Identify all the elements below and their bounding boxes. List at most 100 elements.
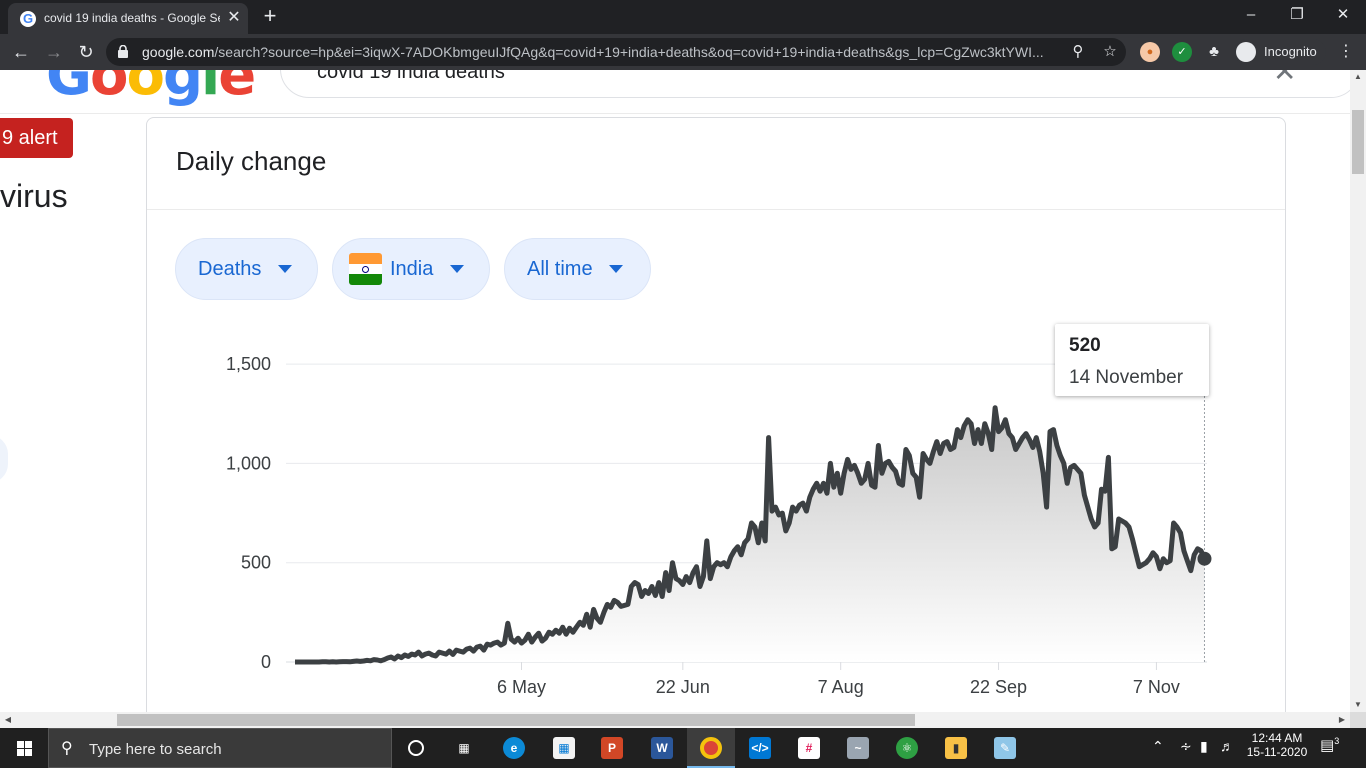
tooltip-date: 14 November [1069, 367, 1184, 388]
word-app[interactable]: W [638, 728, 686, 768]
vscode-icon: </> [749, 737, 771, 759]
word-icon: W [651, 737, 673, 759]
powerpoint-app[interactable]: P [588, 728, 636, 768]
taskbar-search-placeholder: Type here to search [89, 741, 222, 758]
folder-icon: ▮ [945, 737, 967, 759]
scroll-up-icon[interactable]: ▲ [1354, 72, 1362, 81]
monitor-icon: ~ [847, 737, 869, 759]
tooltip-value: 520 [1069, 335, 1101, 356]
browser-toolbar: ← → ↻ google.com/search?source=hp&ei=3iq… [0, 34, 1366, 70]
chrome-icon [700, 737, 722, 759]
file-explorer-app[interactable]: ▮ [932, 728, 980, 768]
windows-taskbar: ⚲ Type here to search ▦ e ▦ P W </> # ~ … [0, 728, 1366, 768]
deaths-series-line [295, 405, 1207, 665]
chevron-down-icon [450, 265, 464, 273]
shield-extension-icon[interactable]: ✓ [1172, 42, 1192, 62]
google-logo[interactable]: Google [46, 70, 256, 108]
horizontal-scrollbar[interactable]: ◀ ▶ [0, 712, 1350, 728]
hover-point-marker [1197, 551, 1212, 566]
close-window-icon[interactable]: ✕ [1336, 6, 1350, 23]
bookmark-star-icon[interactable]: ☆ [1103, 43, 1117, 60]
incognito-profile-button[interactable]: Incognito [1234, 39, 1326, 65]
chevron-down-icon [278, 265, 292, 273]
wifi-icon[interactable]: ∻ [1180, 738, 1192, 754]
atom-app[interactable]: ⚛ [883, 728, 931, 768]
search-query: covid 19 india deaths [317, 70, 505, 83]
menu-dots-icon[interactable]: ⋮ [1338, 43, 1354, 60]
metric-filter-chip[interactable]: Deaths [175, 238, 318, 300]
scroll-down-icon[interactable]: ▼ [1354, 700, 1362, 709]
x-axis-labels: 6 May 22 Jun 7 Aug 22 Sep 7 Nov [497, 662, 1180, 697]
edge-icon: e [503, 737, 525, 759]
y-tick-label: 500 [241, 553, 271, 573]
close-tab-icon[interactable]: ✕ [227, 9, 241, 26]
powerpoint-icon: P [601, 737, 623, 759]
x-tick-label: 22 Jun [656, 677, 710, 697]
back-arrow-icon[interactable]: ← [12, 42, 30, 62]
volume-icon[interactable]: ♬ [1220, 738, 1234, 754]
chevron-down-icon [609, 265, 623, 273]
taskbar-search-box[interactable]: ⚲ Type here to search [48, 728, 392, 768]
address-bar[interactable]: google.com/search?source=hp&ei=3iqwX-7AD… [106, 38, 1126, 66]
reload-icon[interactable]: ↻ [78, 42, 94, 62]
task-view-button[interactable]: ▦ [440, 728, 488, 768]
cortana-button[interactable] [392, 728, 440, 768]
system-tray: ⌃ ∻ ▮ ♬ [1146, 728, 1246, 768]
covid-alert-badge[interactable]: 9 alert [0, 118, 73, 158]
daily-deaths-chart[interactable]: 0 500 1,000 1,500 6 May 22 Jun 7 Aug 22 Sep 7 N… [0, 70, 1350, 712]
forward-arrow-icon[interactable]: → [45, 42, 63, 62]
y-tick-label: 0 [261, 652, 271, 672]
incognito-icon [1236, 42, 1256, 62]
chrome-app[interactable] [687, 728, 735, 768]
vscode-app[interactable]: </> [736, 728, 784, 768]
region-filter-chip[interactable]: India [332, 238, 490, 300]
new-tab-button[interactable]: + [263, 3, 277, 28]
extensions-puzzle-icon[interactable]: ♣ [1209, 43, 1219, 60]
search-icon: ⚲ [61, 740, 73, 757]
card-divider [147, 209, 1285, 210]
tab-title: covid 19 india deaths - Google Se [44, 11, 220, 25]
start-button[interactable] [0, 728, 48, 768]
panel-heading-fragment: virus [0, 178, 68, 214]
atom-icon: ⚛ [896, 737, 918, 759]
search-header: Google covid 19 india deaths ✕ [0, 70, 1350, 114]
battery-icon[interactable]: ▮ [1200, 738, 1208, 754]
scroll-left-icon[interactable]: ◀ [4, 715, 12, 724]
slack-app[interactable]: # [785, 728, 833, 768]
clock-date: 15-11-2020 [1246, 745, 1308, 759]
browser-tab[interactable]: covid 19 india deaths - Google Se ✕ [8, 3, 248, 34]
windows-logo-icon [17, 741, 32, 756]
horizontal-scroll-thumb[interactable] [117, 714, 915, 726]
clear-search-icon[interactable]: ✕ [1273, 70, 1297, 87]
store-app[interactable]: ▦ [540, 728, 588, 768]
search-input[interactable]: covid 19 india deaths ✕ [280, 70, 1350, 98]
notifications-icon[interactable]: ▤3 [1320, 736, 1340, 754]
scroll-right-icon[interactable]: ▶ [1338, 715, 1346, 724]
restore-icon[interactable]: ❐ [1290, 6, 1304, 23]
x-tick-label: 6 May [497, 677, 546, 697]
edge-app[interactable]: e [490, 728, 538, 768]
minimize-icon[interactable]: – [1246, 6, 1256, 23]
chevron-up-icon[interactable]: ⌃ [1152, 738, 1164, 754]
url-text: google.com/search?source=hp&ei=3iqwX-7AD… [142, 44, 1062, 62]
system-clock[interactable]: 12:44 AM 15-11-2020 [1244, 731, 1310, 765]
browser-title-bar: covid 19 india deaths - Google Se ✕ + – … [0, 0, 1366, 34]
extension-icon[interactable]: ● [1140, 42, 1160, 62]
region-filter-label: India [390, 258, 434, 280]
store-icon: ▦ [553, 737, 575, 759]
carousel-arrow-button[interactable] [0, 435, 8, 483]
time-range-filter-chip[interactable]: All time [504, 238, 651, 300]
scrollbar-corner [1350, 712, 1366, 728]
vertical-scroll-thumb[interactable] [1352, 110, 1364, 174]
url-host: google.com [142, 44, 215, 60]
vertical-scrollbar[interactable]: ▲ ▼ [1350, 70, 1366, 712]
clock-time: 12:44 AM [1251, 731, 1303, 745]
monitor-app[interactable]: ~ [834, 728, 882, 768]
zoom-icon[interactable]: ⚲ [1072, 43, 1084, 60]
notes-app[interactable]: ✎ [981, 728, 1029, 768]
search-results-page: Google covid 19 india deaths ✕ 9 alert v… [0, 70, 1350, 712]
india-flag-icon [349, 253, 382, 285]
slack-icon: # [798, 737, 820, 759]
chart-tooltip: 520 14 November [1055, 324, 1209, 396]
incognito-label: Incognito [1264, 44, 1317, 59]
